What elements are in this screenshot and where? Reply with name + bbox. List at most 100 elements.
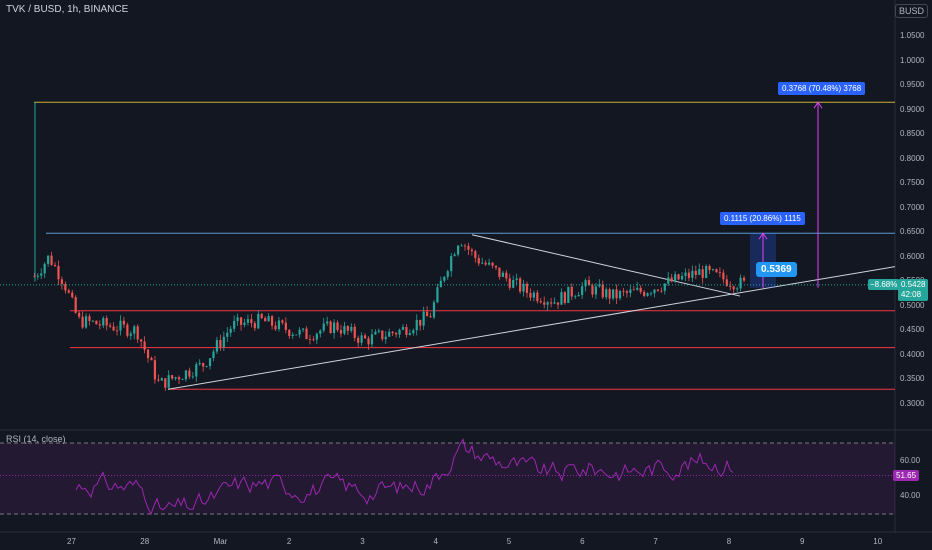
candle-body: [260, 313, 263, 319]
candle-body: [374, 331, 377, 335]
candle-body: [401, 326, 405, 330]
rsi-title[interactable]: RSI (14, close): [6, 434, 66, 444]
rsi-tick: 40.00: [900, 491, 921, 501]
candle-body: [136, 326, 139, 340]
candle-body: [195, 364, 198, 377]
candle-body: [539, 301, 542, 303]
candle-body: [160, 378, 163, 381]
candle-body: [656, 289, 660, 291]
candle-body: [646, 293, 649, 296]
rsi-line: [75, 438, 734, 516]
candle-body: [270, 316, 274, 326]
candle-body: [587, 280, 591, 286]
candle-body: [253, 323, 256, 329]
candle-body: [205, 365, 208, 367]
candle-body: [215, 340, 219, 352]
candle-body: [388, 331, 391, 337]
candle-body: [64, 283, 67, 291]
candle-body: [629, 289, 632, 293]
candle-body: [467, 245, 470, 250]
candle-body: [715, 269, 718, 273]
candle-body: [670, 277, 673, 282]
rsi-value-tag: 51.65: [893, 469, 920, 481]
candle-body: [436, 287, 439, 303]
candle-body: [577, 294, 580, 297]
candle-body: [150, 358, 153, 361]
candle-body: [81, 316, 84, 328]
time-tick: 2: [286, 537, 292, 546]
candle-body: [191, 376, 194, 378]
candle-body: [267, 316, 270, 322]
candle-body: [229, 328, 232, 333]
candle-body: [677, 274, 680, 280]
currency-badge[interactable]: BUSD: [894, 4, 928, 18]
candle-body: [288, 329, 291, 336]
candle-body: [470, 249, 473, 252]
rsi-band: [0, 443, 895, 514]
candle-body: [281, 320, 284, 323]
candle-body: [742, 277, 746, 281]
price-tick: 0.6500: [900, 227, 925, 237]
candle-body: [167, 375, 170, 388]
candle-body: [370, 334, 374, 345]
candle-body: [33, 276, 36, 278]
candle-body: [91, 320, 95, 322]
candle-body: [357, 337, 360, 343]
candle-body: [691, 270, 694, 278]
candle-body: [581, 286, 584, 295]
symbol-title[interactable]: TVK / BUSD, 1h, BINANCE: [6, 4, 129, 15]
candle-body: [594, 286, 598, 295]
candle-body: [446, 271, 449, 277]
price-tick: 0.6000: [900, 251, 925, 261]
time-tick: 5: [506, 537, 512, 546]
candle-countdown: 42:08: [901, 289, 922, 299]
candle-body: [243, 322, 246, 325]
candle-body: [546, 302, 549, 305]
candle-body: [133, 326, 136, 334]
price-tick: 0.8000: [900, 153, 925, 163]
candle-body: [705, 265, 708, 278]
candle-body: [584, 280, 587, 287]
candle-body: [605, 289, 608, 298]
candle-body: [443, 276, 446, 281]
candle-body: [47, 255, 50, 264]
candle-body: [126, 324, 129, 336]
candle-body: [701, 269, 704, 278]
candle-body: [432, 302, 436, 318]
candle-body: [143, 341, 146, 350]
candle-body: [698, 269, 701, 275]
measure-arrowhead-top: [813, 101, 823, 109]
candle-body: [112, 326, 115, 331]
candle-body: [319, 330, 322, 334]
candle-body: [618, 291, 622, 299]
candle-body: [219, 340, 222, 347]
candle-body: [419, 319, 422, 326]
price-tick: 0.4500: [900, 325, 925, 335]
candle-body: [563, 292, 566, 303]
candle-body: [601, 284, 604, 298]
candle-body: [674, 274, 677, 282]
candle-body: [329, 321, 332, 334]
candle-body: [95, 320, 98, 325]
candle-body: [184, 370, 188, 380]
candle-body: [567, 286, 570, 303]
candle-body: [663, 283, 666, 291]
candle-body: [332, 322, 336, 334]
candle-body: [350, 326, 353, 331]
candle-body: [74, 297, 77, 313]
time-tick: 9: [800, 537, 805, 546]
candle-body: [429, 316, 432, 318]
candle-body: [343, 326, 346, 334]
candle-body: [591, 285, 594, 295]
candle-body: [36, 275, 39, 277]
current-price-tag: 0.5428 42:08: [898, 278, 929, 301]
candle-body: [140, 339, 143, 342]
candle-body: [177, 377, 181, 380]
candle-body: [88, 316, 91, 321]
measure-arrowhead-mid: [758, 232, 768, 240]
time-tick: 27: [67, 537, 76, 546]
candle-body: [453, 254, 456, 257]
candle-body: [208, 358, 212, 366]
candle-body: [684, 272, 687, 276]
candle-body: [477, 258, 480, 264]
